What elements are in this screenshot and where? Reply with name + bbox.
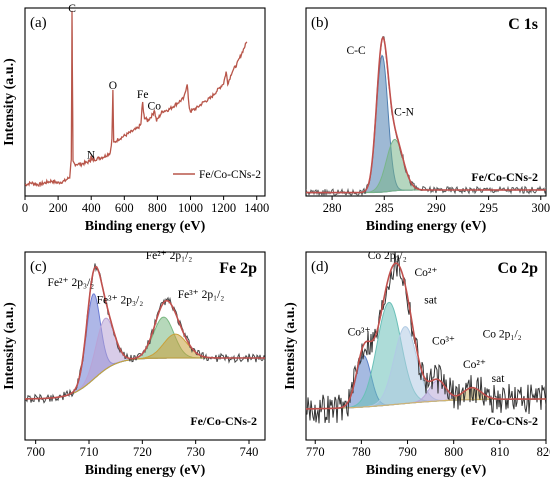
legend-label-survey: Fe/Co-CNs-2 bbox=[199, 169, 261, 181]
peak-label-a: Fe bbox=[137, 89, 149, 101]
raw-spectrum-line-d bbox=[306, 252, 546, 424]
component-peak-d-5 bbox=[306, 387, 546, 410]
plot-frame-b bbox=[305, 7, 547, 197]
panel-c: 700 710 720 730 740 Binding energy (eV) Intens… bbox=[2, 250, 266, 478]
x-tick-label-c: 740 bbox=[240, 445, 259, 459]
peak-label-b: C-C bbox=[347, 45, 367, 57]
x-tick-label-d: 770 bbox=[306, 445, 325, 459]
y-axis-label-c: Intensity (a.u.) bbox=[2, 302, 17, 390]
panel-a: 0 200 400 600 800 1000 1200 1400 Binding energy … bbox=[2, 3, 269, 234]
fit-envelope-line-b bbox=[306, 35, 546, 194]
peak-label-d: Co 2p₁/₂ bbox=[483, 328, 522, 340]
x-tick-label-d: 780 bbox=[352, 445, 371, 459]
x-tick-label-c: 710 bbox=[80, 445, 99, 459]
panel-label-d: (d) bbox=[311, 259, 329, 275]
peak-label-c: Fe³⁺ 2p₁/₂ bbox=[178, 289, 225, 301]
peak-label-a: Co bbox=[148, 101, 162, 113]
peak-label-d: Co³⁺ bbox=[432, 335, 455, 347]
x-axis-label-b: Binding energy (eV) bbox=[366, 219, 487, 234]
x-tick-label-b: 300 bbox=[531, 201, 550, 215]
panel-d: 770 780 790 800 810 820 Binding energy (eV) Int… bbox=[283, 250, 550, 478]
raw-spectrum-line-c bbox=[25, 263, 265, 404]
x-tick-label-a: 400 bbox=[82, 201, 101, 215]
peak-label-d: sat bbox=[492, 373, 506, 385]
peak-label-c: Fe³⁺ 2p₃/₂ bbox=[97, 294, 144, 306]
peak-label-d: Co²⁺ bbox=[415, 267, 438, 279]
y-axis-label-a: Intensity (a.u.) bbox=[2, 58, 17, 146]
component-peak-c-1 bbox=[25, 293, 265, 400]
x-tick-label-b: 295 bbox=[479, 201, 498, 215]
sample-label-d: Fe/Co-CNs-2 bbox=[471, 414, 538, 428]
x-tick-label-c: 720 bbox=[133, 445, 152, 459]
x-tick-label-d: 790 bbox=[398, 445, 417, 459]
x-tick-label-c: 730 bbox=[186, 445, 205, 459]
x-tick-label-b: 280 bbox=[323, 201, 342, 215]
x-tick-label-a: 800 bbox=[148, 201, 167, 215]
peak-label-a: O bbox=[109, 80, 117, 92]
x-tick-label-d: 800 bbox=[444, 445, 463, 459]
survey-spectrum-line bbox=[25, 10, 248, 188]
x-tick-label-a: 1400 bbox=[244, 201, 269, 215]
peak-label-c: Fe²⁺ 2p₁/₂ bbox=[146, 250, 193, 262]
peak-label-d: Co²⁺ bbox=[463, 359, 486, 371]
x-tick-label-a: 1200 bbox=[211, 201, 236, 215]
sample-label-c: Fe/Co-CNs-2 bbox=[190, 414, 257, 428]
sample-label-b: Fe/Co-CNs-2 bbox=[471, 170, 538, 184]
x-tick-label-d: 820 bbox=[537, 445, 550, 459]
peak-label-b: C-N bbox=[394, 107, 415, 119]
fit-envelope-line-c bbox=[25, 265, 265, 400]
x-tick-label-a: 0 bbox=[22, 201, 28, 215]
panel-title-d: Co 2p bbox=[498, 260, 539, 277]
component-peak-c-4 bbox=[25, 333, 265, 400]
panel-b: 280 285 290 295 300 Binding energy (eV) (b) C 1… bbox=[305, 7, 550, 234]
panel-label-b: (b) bbox=[311, 15, 329, 31]
x-tick-label-b: 285 bbox=[375, 201, 394, 215]
peak-label-d: Co³⁺ bbox=[348, 327, 371, 339]
y-axis-label-d: Intensity (a.u.) bbox=[283, 302, 298, 390]
x-tick-label-b: 290 bbox=[427, 201, 446, 215]
peak-label-d: sat bbox=[424, 294, 438, 306]
x-axis-label-c: Binding energy (eV) bbox=[85, 463, 206, 478]
component-peak-b-2 bbox=[306, 138, 546, 194]
x-tick-label-c: 700 bbox=[26, 445, 45, 459]
x-tick-label-a: 1000 bbox=[178, 201, 203, 215]
panel-title-b: C 1s bbox=[508, 16, 538, 33]
data-layer-c bbox=[25, 263, 265, 404]
plot-frame-a bbox=[24, 7, 266, 197]
data-layer-b bbox=[306, 35, 546, 196]
peak-label-c: Fe²⁺ 2p₃/₂ bbox=[48, 277, 95, 289]
panel-label-a: (a) bbox=[30, 15, 47, 31]
background-line-c bbox=[25, 357, 265, 400]
data-layer-a bbox=[25, 10, 248, 188]
x-tick-label-d: 810 bbox=[490, 445, 509, 459]
peak-label-a: N bbox=[87, 149, 96, 161]
panel-title-c: Fe 2p bbox=[219, 260, 257, 277]
peak-label-d: Co 2p₃/₂ bbox=[368, 250, 407, 262]
peak-label-a: C bbox=[68, 3, 76, 15]
panel-label-c: (c) bbox=[30, 259, 47, 275]
x-axis-label-d: Binding energy (eV) bbox=[366, 463, 487, 478]
plot-frame-d bbox=[305, 251, 547, 441]
x-axis-label-a: Binding energy (eV) bbox=[85, 219, 206, 234]
x-tick-label-a: 200 bbox=[49, 201, 68, 215]
data-layer-d bbox=[306, 252, 546, 424]
x-tick-label-a: 600 bbox=[115, 201, 134, 215]
plot-frame-c bbox=[24, 251, 266, 441]
fit-envelope-line-d bbox=[306, 262, 546, 410]
